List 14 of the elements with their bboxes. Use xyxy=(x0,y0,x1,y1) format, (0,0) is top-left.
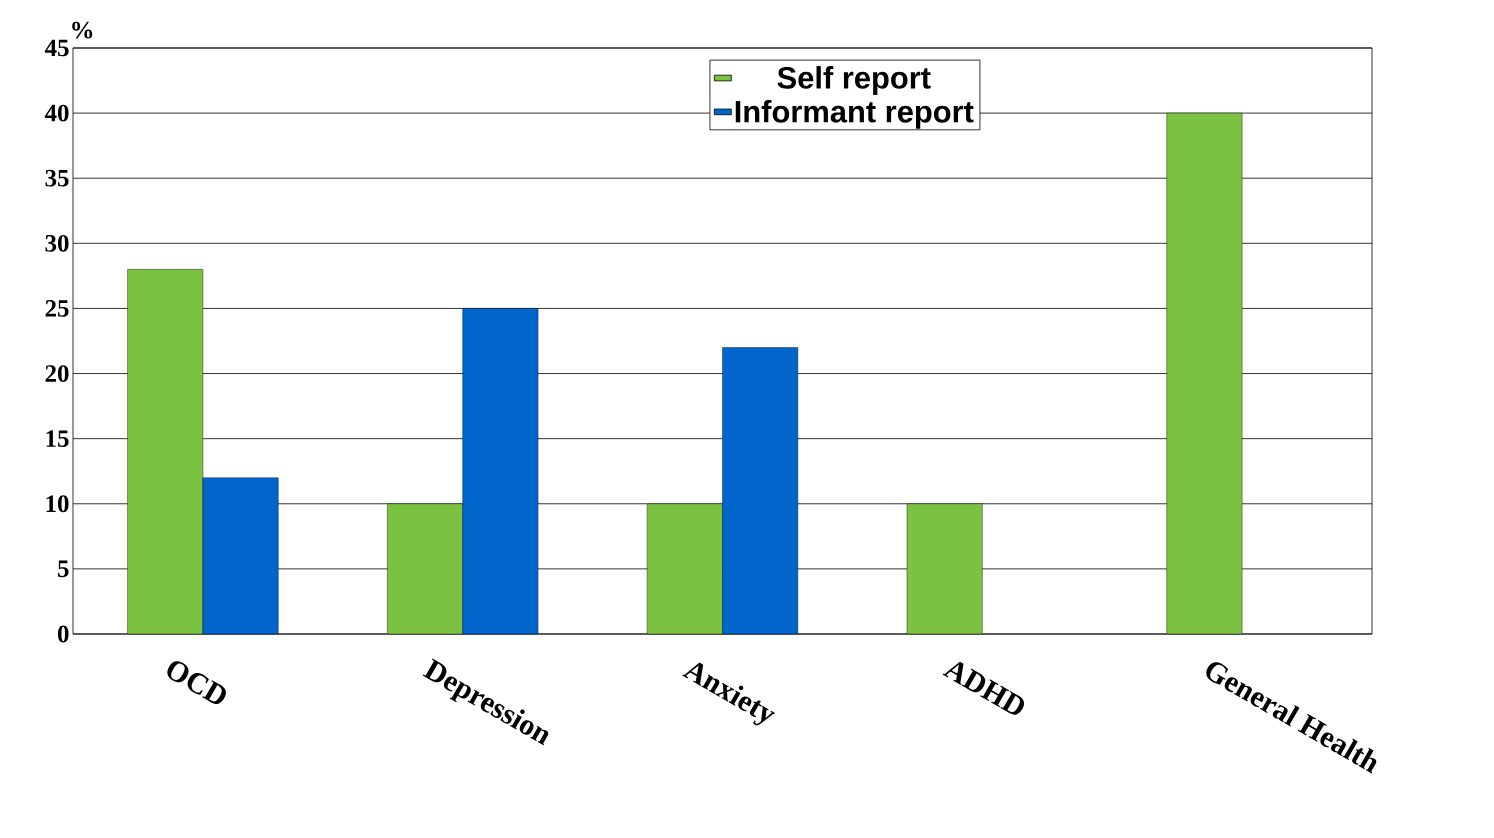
y-tick-label: 30 xyxy=(45,234,69,252)
y-tick-label: 20 xyxy=(45,365,69,382)
legend-label: Informant report xyxy=(735,99,974,129)
y-tick-label: 45 xyxy=(44,39,69,57)
y-tick-label: 5 xyxy=(58,560,69,578)
y-tick-label: 15 xyxy=(46,430,69,448)
y-tick-label: 10 xyxy=(46,495,69,513)
y-tick-label: 40 xyxy=(44,104,69,122)
y-tick-label: 0 xyxy=(57,625,69,643)
legend-label: Self report xyxy=(777,66,931,95)
y-tick-label: 35 xyxy=(45,169,69,187)
x-tick-label: OCD xyxy=(167,661,226,704)
y-axis-title: % xyxy=(72,21,93,39)
y-tick-label: 25 xyxy=(45,300,69,317)
